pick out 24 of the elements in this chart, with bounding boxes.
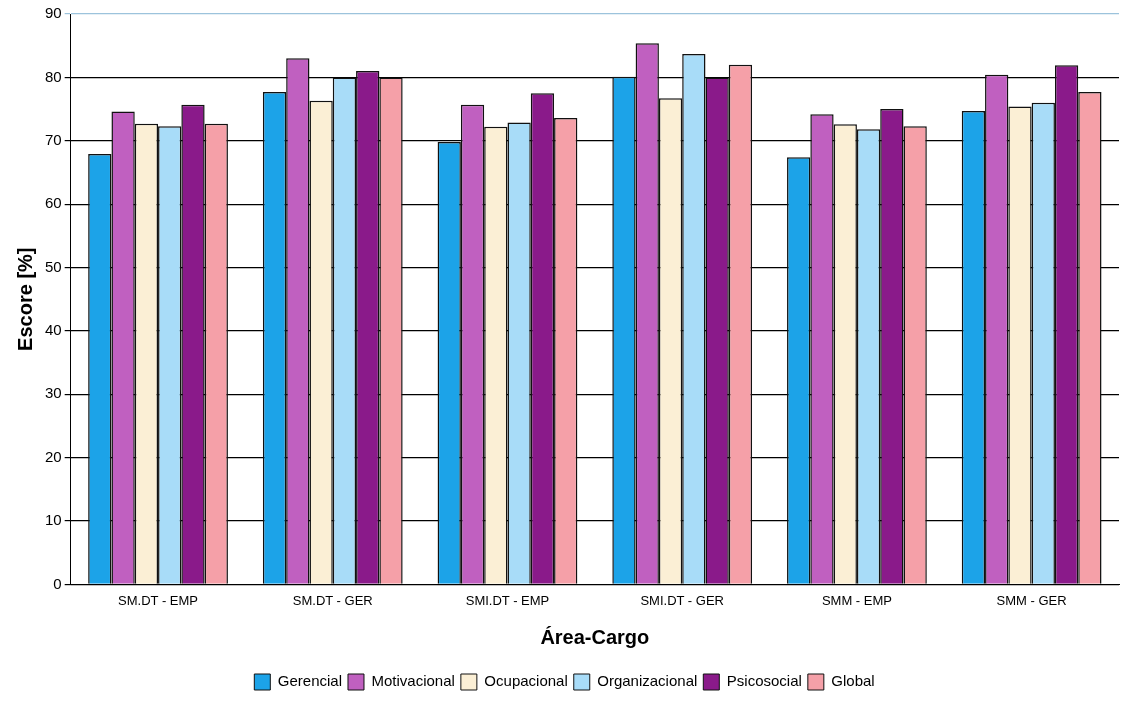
y-tick-label: 0 xyxy=(53,574,62,592)
y-tick-label: 40 xyxy=(45,321,62,339)
legend-label: Organizacional xyxy=(597,672,698,690)
y-tick-label: 10 xyxy=(45,511,62,529)
x-tick-label: SMI.DT - EMP xyxy=(465,592,550,608)
legend-label: Gerencial xyxy=(277,672,342,690)
legend-label: Motivacional xyxy=(371,672,455,690)
y-axis-title: Escore [%] xyxy=(13,247,36,351)
y-tick-label: 60 xyxy=(45,194,62,212)
x-axis-title: Área-Cargo xyxy=(540,625,650,648)
legend-label: Ocupacional xyxy=(484,672,568,690)
x-tick-label: SM.DT - EMP xyxy=(118,592,199,608)
y-tick-label: 90 xyxy=(45,4,62,22)
y-tick-label: 20 xyxy=(45,447,62,465)
y-tick-label: 30 xyxy=(45,384,62,402)
x-tick-label: SMM - EMP xyxy=(821,592,892,608)
x-tick-label: SM.DT - GER xyxy=(292,592,373,608)
y-tick-label: 50 xyxy=(45,257,62,275)
legend-label: Global xyxy=(831,672,875,690)
y-tick-label: 70 xyxy=(45,130,62,148)
y-tick-label: 80 xyxy=(45,67,62,85)
x-tick-label: SMM - GER xyxy=(996,592,1067,608)
x-tick-label: SMI.DT - GER xyxy=(640,592,724,608)
legend-label: Psicosocial xyxy=(726,672,802,690)
